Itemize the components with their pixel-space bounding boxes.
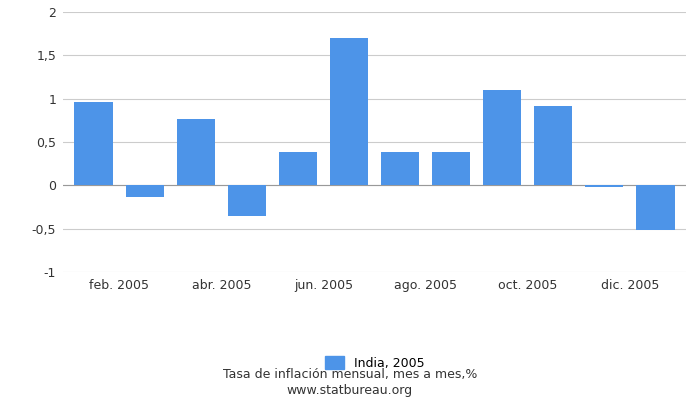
- Bar: [636, 185, 675, 230]
- Text: Tasa de inflación mensual, mes a mes,%: Tasa de inflación mensual, mes a mes,%: [223, 368, 477, 381]
- Text: www.statbureau.org: www.statbureau.org: [287, 384, 413, 397]
- Bar: [74, 102, 113, 185]
- Legend: India, 2005: India, 2005: [320, 351, 429, 375]
- Bar: [381, 152, 419, 185]
- Bar: [483, 90, 522, 185]
- Bar: [176, 118, 215, 185]
- Bar: [228, 185, 266, 216]
- Bar: [432, 152, 470, 185]
- Bar: [279, 152, 317, 185]
- Bar: [534, 106, 573, 185]
- Bar: [125, 185, 164, 196]
- Bar: [585, 185, 624, 187]
- Bar: [330, 38, 368, 185]
